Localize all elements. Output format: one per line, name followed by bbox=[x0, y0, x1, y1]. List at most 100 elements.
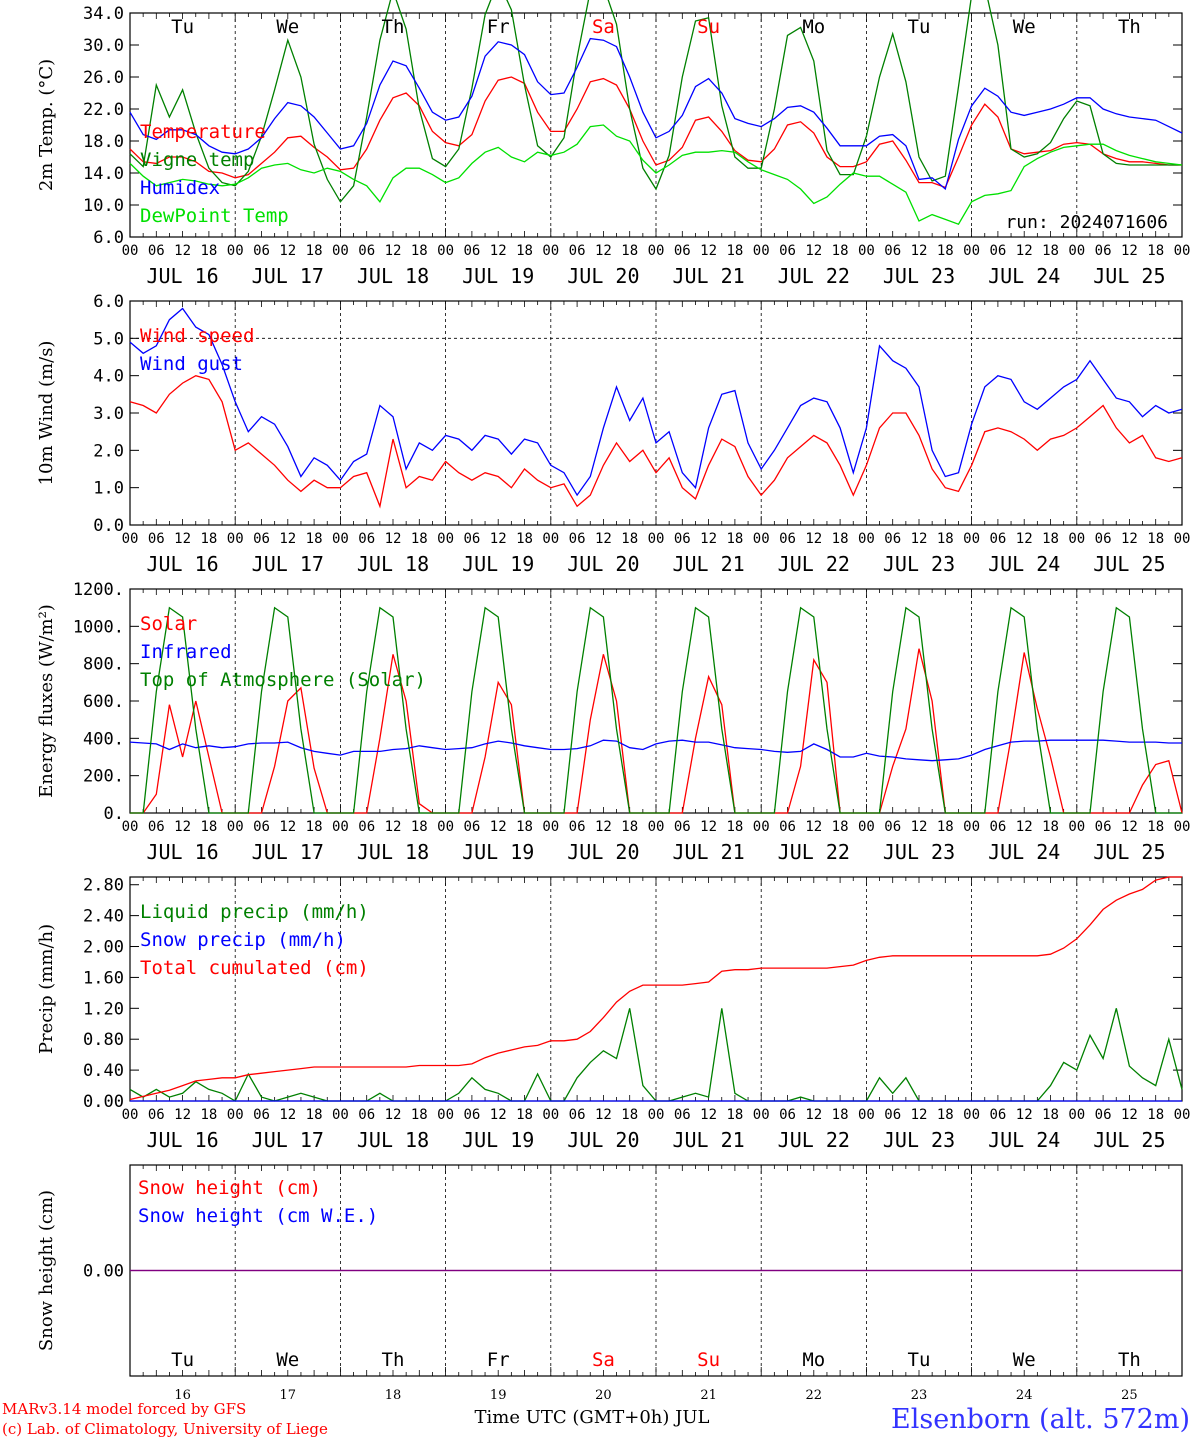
hour-tick-label: 06 bbox=[253, 1107, 270, 1123]
hour-tick-label: 12 bbox=[174, 819, 191, 835]
hour-tick-label: 00 bbox=[648, 531, 665, 547]
hour-tick-label: 18 bbox=[937, 819, 954, 835]
y-tick-label: 6.0 bbox=[93, 228, 124, 248]
date-label: JUL 20 bbox=[567, 264, 639, 288]
hour-tick-label: 18 bbox=[937, 531, 954, 547]
date-label: JUL 23 bbox=[883, 264, 955, 288]
date-label: JUL 18 bbox=[357, 840, 429, 864]
y-tick-label: 1000. bbox=[73, 617, 124, 637]
hour-tick-label: 12 bbox=[1121, 819, 1138, 835]
hour-tick-label: 00 bbox=[648, 243, 665, 259]
hour-tick-label: 06 bbox=[1095, 531, 1112, 547]
hour-tick-label: 12 bbox=[700, 1107, 717, 1123]
day-of-week-label: Th bbox=[1118, 1349, 1141, 1371]
series-line-blue bbox=[129, 739, 1182, 762]
hour-tick-label: 12 bbox=[595, 1107, 612, 1123]
series-line-blue bbox=[129, 37, 1183, 191]
hour-tick-label: 00 bbox=[227, 531, 244, 547]
date-label: JUL 25 bbox=[1093, 552, 1165, 576]
temperature-panel: 6.0 10.0 14.0 18.0 22.0 26.0 30.0 34.0 2m Temp. … bbox=[36, 0, 1190, 288]
y-tick-label: 0.00 bbox=[83, 1092, 124, 1112]
date-label: JUL 18 bbox=[357, 552, 429, 576]
hour-tick-label: 06 bbox=[148, 531, 165, 547]
y-tick-label: 800. bbox=[83, 655, 124, 675]
hour-tick-label: 06 bbox=[989, 1107, 1006, 1123]
y-tick-label: 26.0 bbox=[83, 68, 124, 88]
date-label: JUL 25 bbox=[1093, 264, 1165, 288]
hour-tick-label: 18 bbox=[200, 243, 217, 259]
date-label: JUL 21 bbox=[672, 552, 744, 576]
hour-tick-label: 12 bbox=[911, 1107, 928, 1123]
day-of-week-label: Fr bbox=[487, 16, 510, 38]
hour-tick-label: 00 bbox=[858, 1107, 875, 1123]
hour-tick-label: 00 bbox=[437, 1107, 454, 1123]
hour-tick-label: 00 bbox=[963, 1107, 980, 1123]
hour-tick-label: 00 bbox=[122, 531, 139, 547]
hour-tick-label: 18 bbox=[937, 1107, 954, 1123]
hour-tick-label: 00 bbox=[122, 1107, 139, 1123]
date-label: JUL 22 bbox=[778, 264, 850, 288]
hour-tick-label: 18 bbox=[832, 819, 849, 835]
y-tick-label: 30.0 bbox=[83, 36, 124, 56]
hour-tick-label: 06 bbox=[358, 819, 375, 835]
hour-tick-label: 18 bbox=[306, 531, 323, 547]
date-label: JUL 25 bbox=[1093, 1128, 1165, 1152]
hour-tick-label: 12 bbox=[490, 243, 507, 259]
date-label: JUL 16 bbox=[146, 1128, 218, 1152]
hour-tick-label: 00 bbox=[963, 531, 980, 547]
y-tick-label: 400. bbox=[83, 729, 124, 749]
hour-tick-label: 18 bbox=[726, 1107, 743, 1123]
day-of-week-label: Mo bbox=[802, 16, 825, 38]
hour-tick-label: 12 bbox=[700, 819, 717, 835]
series-line-green bbox=[129, 0, 1182, 203]
hour-tick-label: 06 bbox=[674, 1107, 691, 1123]
date-label: JUL 21 bbox=[672, 264, 744, 288]
hour-tick-label: 12 bbox=[700, 243, 717, 259]
day-of-week-label: Su bbox=[697, 16, 720, 38]
y-axis-label: Snow height (cm) bbox=[36, 1190, 57, 1351]
y-tick-label: 200. bbox=[83, 767, 124, 787]
hour-tick-label: 12 bbox=[805, 819, 822, 835]
hour-tick-label: 12 bbox=[490, 819, 507, 835]
hour-tick-label: 00 bbox=[542, 531, 559, 547]
hour-tick-label: 06 bbox=[884, 243, 901, 259]
hour-tick-label: 12 bbox=[911, 243, 928, 259]
legend-entry: Humidex bbox=[140, 177, 220, 199]
hour-tick-label: 06 bbox=[358, 243, 375, 259]
date-label: JUL 19 bbox=[462, 1128, 534, 1152]
hour-tick-label: 18 bbox=[516, 819, 533, 835]
y-tick-label: 2.00 bbox=[83, 938, 124, 958]
date-label: JUL 20 bbox=[567, 552, 639, 576]
hour-tick-label: 00 bbox=[1174, 243, 1191, 259]
date-label: JUL 20 bbox=[567, 1128, 639, 1152]
hour-tick-label: 00 bbox=[437, 243, 454, 259]
date-label: JUL 21 bbox=[672, 1128, 744, 1152]
hour-tick-label: 00 bbox=[648, 1107, 665, 1123]
hour-tick-label: 06 bbox=[1095, 1107, 1112, 1123]
hour-tick-label: 06 bbox=[148, 819, 165, 835]
day-of-week-label: Th bbox=[1118, 16, 1141, 38]
date-label: JUL 17 bbox=[252, 264, 324, 288]
hour-tick-label: 18 bbox=[306, 819, 323, 835]
hour-tick-label: 12 bbox=[174, 243, 191, 259]
y-tick-label: 1.60 bbox=[83, 968, 124, 988]
hour-tick-label: 06 bbox=[779, 531, 796, 547]
hour-tick-label: 12 bbox=[385, 531, 402, 547]
hour-tick-label: 00 bbox=[963, 819, 980, 835]
date-label: JUL 16 bbox=[146, 264, 218, 288]
hour-tick-label: 18 bbox=[516, 1107, 533, 1123]
date-label: JUL 24 bbox=[988, 552, 1060, 576]
model-credit: MARv3.14 model forced by GFS bbox=[2, 1400, 246, 1418]
snow-panel: 0.00 Snow height (cm) Snow height (cm) Snow… bbox=[36, 1164, 1183, 1403]
hour-tick-label: 06 bbox=[779, 243, 796, 259]
hour-tick-label: 18 bbox=[621, 531, 638, 547]
day-number-label: 24 bbox=[1016, 1388, 1033, 1403]
hour-tick-label: 06 bbox=[674, 819, 691, 835]
day-of-week-label: We bbox=[1013, 16, 1036, 38]
y-tick-label: 6.0 bbox=[93, 292, 124, 312]
day-of-week-label: Fr bbox=[487, 1349, 510, 1371]
plot-frame bbox=[129, 12, 1183, 238]
hour-tick-label: 06 bbox=[1095, 243, 1112, 259]
legend-entry: Liquid precip (mm/h) bbox=[140, 901, 369, 923]
